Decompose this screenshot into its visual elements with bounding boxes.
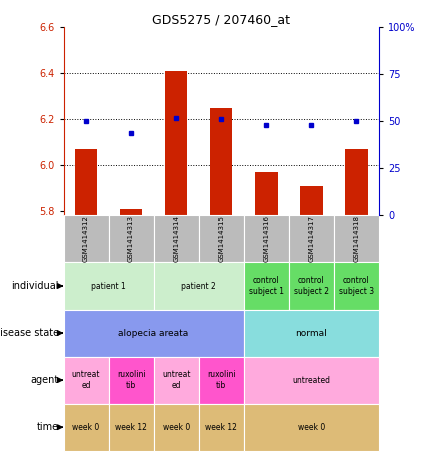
Text: GSM1414318: GSM1414318 <box>353 216 359 262</box>
Bar <box>109 404 154 451</box>
Text: GSM1414312: GSM1414312 <box>83 216 89 262</box>
Text: alopecia areata: alopecia areata <box>119 328 189 337</box>
Text: ruxolini
tib: ruxolini tib <box>207 371 236 390</box>
Text: GSM1414317: GSM1414317 <box>308 216 314 262</box>
Bar <box>334 262 379 309</box>
Bar <box>154 404 199 451</box>
Bar <box>244 262 289 309</box>
Bar <box>244 357 379 404</box>
Bar <box>334 216 379 262</box>
Bar <box>75 149 97 216</box>
Bar <box>244 216 289 262</box>
Text: control
subject 1: control subject 1 <box>249 276 284 296</box>
Bar <box>300 186 322 216</box>
Bar <box>109 357 154 404</box>
Bar <box>154 216 199 262</box>
Text: individual: individual <box>11 281 59 291</box>
Text: control
subject 2: control subject 2 <box>294 276 329 296</box>
Bar <box>199 357 244 404</box>
Text: patient 2: patient 2 <box>181 281 216 290</box>
Text: control
subject 3: control subject 3 <box>339 276 374 296</box>
Bar <box>165 71 187 216</box>
Text: untreat
ed: untreat ed <box>72 371 100 390</box>
Bar <box>244 404 379 451</box>
Text: GSM1414313: GSM1414313 <box>128 216 134 262</box>
Text: GSM1414315: GSM1414315 <box>218 216 224 262</box>
Title: GDS5275 / 207460_at: GDS5275 / 207460_at <box>152 13 290 26</box>
Text: week 0: week 0 <box>162 423 190 432</box>
Bar <box>64 262 154 309</box>
Bar <box>199 216 244 262</box>
Bar <box>64 216 109 262</box>
Text: untreat
ed: untreat ed <box>162 371 191 390</box>
Text: week 0: week 0 <box>298 423 325 432</box>
Text: ruxolini
tib: ruxolini tib <box>117 371 145 390</box>
Bar <box>154 262 244 309</box>
Bar <box>64 309 244 357</box>
Bar <box>289 216 334 262</box>
Text: patient 1: patient 1 <box>91 281 126 290</box>
Text: agent: agent <box>31 375 59 385</box>
Bar <box>210 107 233 216</box>
Bar <box>289 262 334 309</box>
Bar <box>244 309 379 357</box>
Bar <box>255 172 278 216</box>
Text: week 0: week 0 <box>72 423 100 432</box>
Bar <box>120 208 142 216</box>
Bar <box>199 404 244 451</box>
Text: GSM1414316: GSM1414316 <box>263 216 269 262</box>
Text: normal: normal <box>295 328 327 337</box>
Text: untreated: untreated <box>292 376 330 385</box>
Bar <box>64 357 109 404</box>
Bar <box>109 216 154 262</box>
Text: disease state: disease state <box>0 328 59 338</box>
Text: time: time <box>37 422 59 432</box>
Bar <box>64 404 109 451</box>
Text: week 12: week 12 <box>115 423 147 432</box>
Text: week 12: week 12 <box>205 423 237 432</box>
Bar <box>154 357 199 404</box>
Text: GSM1414314: GSM1414314 <box>173 216 179 262</box>
Bar <box>345 149 367 216</box>
